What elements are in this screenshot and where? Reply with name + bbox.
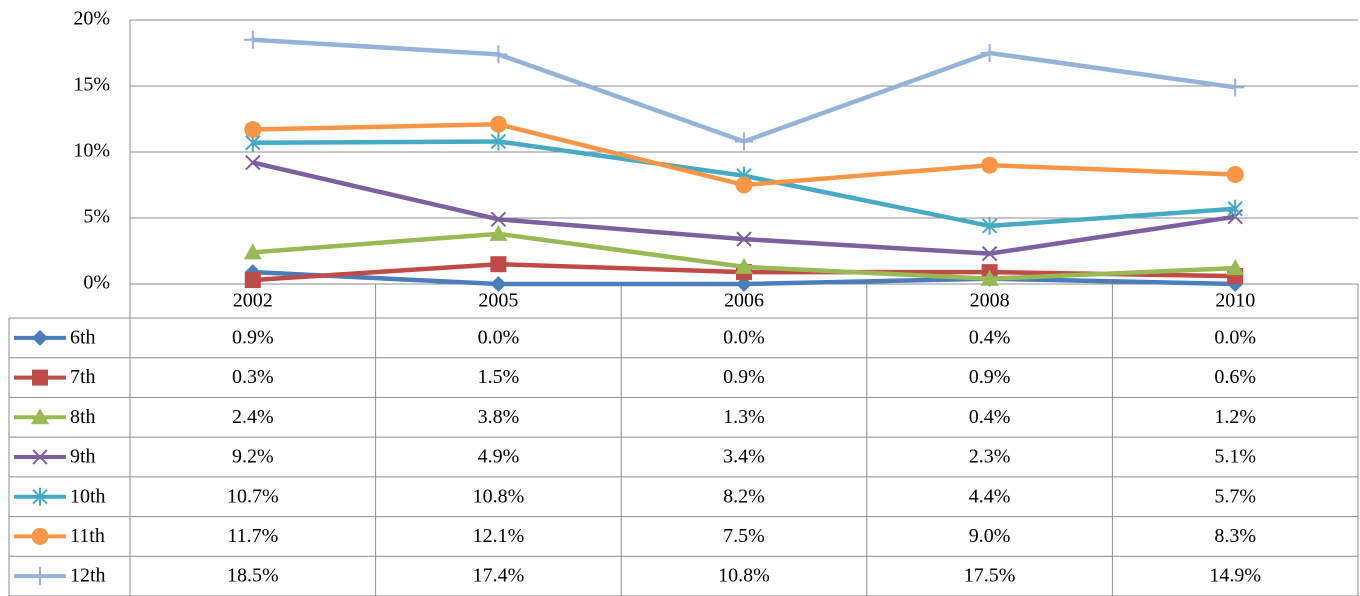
marker bbox=[980, 269, 999, 286]
legend-label: 12th bbox=[70, 565, 106, 587]
table-cell: 0.0% bbox=[1214, 326, 1256, 348]
legend-label: 8th bbox=[70, 406, 96, 428]
marker bbox=[736, 231, 752, 247]
table-cell: 8.2% bbox=[723, 485, 765, 507]
table-cell: 3.4% bbox=[723, 446, 765, 468]
marker bbox=[243, 30, 262, 49]
legend-marker bbox=[31, 408, 49, 425]
table-cell: 4.4% bbox=[969, 485, 1011, 507]
legend-label: 9th bbox=[70, 446, 96, 468]
table-cell: 9.0% bbox=[969, 525, 1011, 547]
marker bbox=[735, 257, 753, 274]
table-cell: 7.5% bbox=[723, 525, 765, 547]
marker bbox=[1226, 259, 1245, 276]
y-tick-label: 5% bbox=[83, 206, 110, 228]
table-cell: 0.6% bbox=[1214, 366, 1256, 388]
table-cell: 17.4% bbox=[473, 565, 525, 587]
table-cell: 0.9% bbox=[723, 366, 765, 388]
legend-label: 7th bbox=[70, 366, 96, 388]
marker bbox=[1226, 165, 1244, 183]
marker bbox=[1227, 199, 1243, 218]
table-cell: 5.7% bbox=[1214, 485, 1256, 507]
x-tick-label: 2008 bbox=[970, 290, 1010, 312]
marker bbox=[244, 121, 262, 139]
table-cell: 0.9% bbox=[969, 366, 1011, 388]
table-cell: 17.5% bbox=[964, 565, 1016, 587]
marker bbox=[1226, 78, 1245, 97]
marker bbox=[981, 216, 998, 235]
table-cell: 0.0% bbox=[478, 326, 520, 348]
marker bbox=[489, 224, 508, 241]
marker bbox=[981, 156, 999, 174]
table-cell: 5.1% bbox=[1214, 446, 1256, 468]
x-tick-label: 2002 bbox=[233, 290, 273, 312]
marker bbox=[490, 211, 507, 228]
table-cell: 9.2% bbox=[232, 446, 274, 468]
x-tick-label: 2005 bbox=[478, 290, 518, 312]
table-cell: 18.5% bbox=[227, 565, 279, 587]
marker bbox=[490, 276, 507, 292]
table-cell: 0.9% bbox=[232, 326, 274, 348]
table-cell: 10.7% bbox=[227, 485, 279, 507]
y-tick-label: 0% bbox=[83, 272, 110, 294]
table-cell: 12.1% bbox=[473, 525, 525, 547]
legend-label: 11th bbox=[70, 525, 105, 547]
legend-label: 6th bbox=[70, 326, 96, 348]
marker bbox=[489, 115, 507, 133]
table-cell: 10.8% bbox=[473, 485, 525, 507]
legend-marker bbox=[32, 329, 48, 346]
marker bbox=[245, 154, 261, 171]
legend-marker bbox=[31, 527, 49, 545]
x-tick-label: 2010 bbox=[1215, 290, 1255, 312]
marker bbox=[490, 256, 507, 273]
marker bbox=[980, 44, 999, 62]
y-tick-label: 20% bbox=[73, 8, 110, 30]
table-cell: 1.5% bbox=[478, 366, 520, 388]
table-cell: 1.3% bbox=[723, 406, 765, 428]
table-cell: 11.7% bbox=[227, 525, 278, 547]
table-cell: 1.2% bbox=[1214, 406, 1256, 428]
table-cell: 4.9% bbox=[478, 446, 520, 468]
legend-marker bbox=[32, 487, 48, 506]
marker bbox=[489, 45, 508, 64]
y-tick-label: 10% bbox=[73, 140, 110, 162]
table-cell: 8.3% bbox=[1214, 525, 1256, 547]
x-tick-label: 2006 bbox=[724, 290, 764, 312]
table-cell: 14.9% bbox=[1209, 565, 1261, 587]
marker bbox=[981, 245, 998, 262]
marker bbox=[244, 272, 261, 289]
legend-marker bbox=[31, 567, 49, 586]
table-cell: 0.4% bbox=[969, 406, 1011, 428]
y-tick-label: 15% bbox=[73, 74, 110, 96]
marker bbox=[735, 176, 753, 194]
marker bbox=[490, 132, 507, 151]
legend-label: 10th bbox=[70, 485, 106, 507]
table-cell: 2.4% bbox=[232, 406, 274, 428]
table-cell: 3.8% bbox=[478, 406, 520, 428]
table-cell: 2.3% bbox=[969, 446, 1011, 468]
marker bbox=[735, 132, 753, 151]
legend-marker bbox=[32, 369, 48, 386]
table-cell: 0.0% bbox=[723, 326, 765, 348]
table-cell: 10.8% bbox=[718, 565, 770, 587]
table-cell: 0.3% bbox=[232, 366, 274, 388]
marker bbox=[243, 243, 262, 260]
legend-marker bbox=[32, 449, 48, 465]
table-cell: 0.4% bbox=[969, 326, 1011, 348]
